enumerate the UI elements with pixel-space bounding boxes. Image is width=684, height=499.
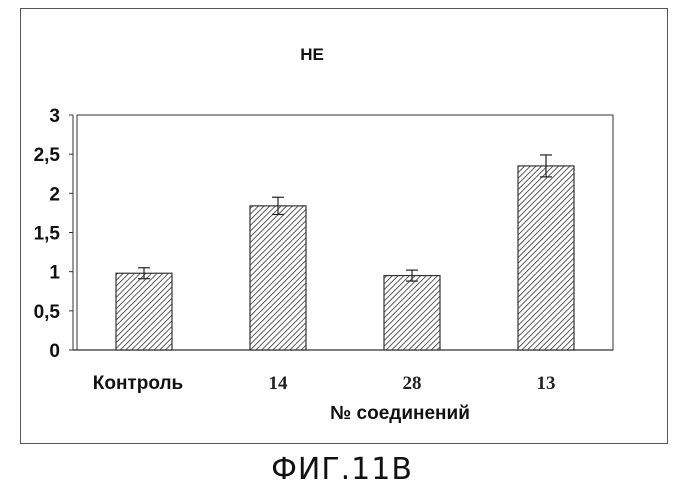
y-tick-label: 2 [49,184,60,205]
figure-caption: ФИГ.11В [0,452,684,487]
bar-4 [518,166,574,350]
x-axis-label: № соединений [330,403,470,424]
x-category-label: 13 [537,373,556,394]
y-tick-label: 0,5 [34,302,61,323]
x-category-label: 28 [403,373,422,394]
y-tick-label: 0 [49,341,60,362]
bars [116,155,574,350]
bar-chart: НЕ 0 0,5 1 1,5 2 2,5 3 Контроль 14 28 13 № соедин… [0,0,684,450]
bar-2 [250,206,306,350]
bar-3 [384,276,440,350]
bar-1 [116,273,172,350]
chart-title: НЕ [300,45,324,64]
y-tick-label: 3 [49,106,60,127]
y-tick-label: 1 [49,263,60,284]
x-category-label: 14 [269,373,289,394]
y-tick-label: 2,5 [34,145,61,166]
x-categories: Контроль 14 28 13 [93,373,556,394]
y-tick-label: 1,5 [34,224,61,245]
x-category-label: Контроль [93,373,183,394]
